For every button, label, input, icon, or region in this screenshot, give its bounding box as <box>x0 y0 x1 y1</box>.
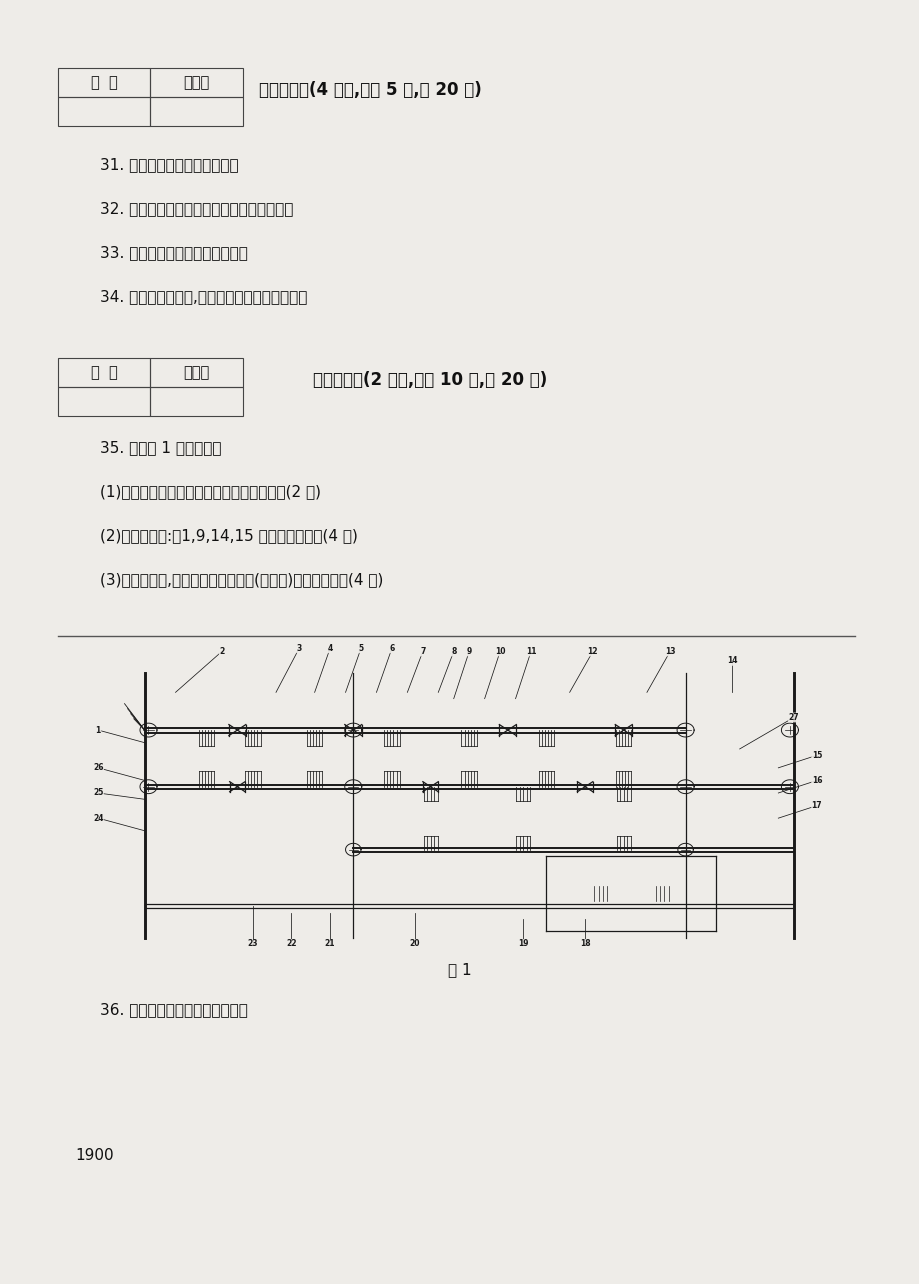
Text: 32. 自动变速器的液力变矩器的功用是什么？: 32. 自动变速器的液力变矩器的功用是什么？ <box>100 202 293 217</box>
Text: 35. 根据图 1 回答问题：: 35. 根据图 1 回答问题： <box>100 440 221 456</box>
Text: 33. 驱动桥的组成和功用是什么？: 33. 驱动桥的组成和功用是什么？ <box>100 245 247 261</box>
Text: 15: 15 <box>811 751 822 760</box>
Text: 得  分: 得 分 <box>91 74 118 90</box>
Text: 14: 14 <box>726 656 736 665</box>
Text: 1: 1 <box>96 725 101 734</box>
Text: 3: 3 <box>296 643 301 652</box>
Text: 17: 17 <box>811 801 822 810</box>
Text: 7: 7 <box>420 647 425 656</box>
Bar <box>151 68 243 98</box>
Text: 4: 4 <box>327 643 333 652</box>
Text: 27: 27 <box>788 713 799 722</box>
Text: 23: 23 <box>247 940 258 949</box>
Text: 8: 8 <box>450 647 456 656</box>
Text: 11: 11 <box>525 647 536 656</box>
Text: 18: 18 <box>579 940 590 949</box>
Bar <box>151 358 243 386</box>
Text: 2: 2 <box>219 647 224 656</box>
Text: 9: 9 <box>466 647 471 656</box>
Text: 评卷人: 评卷人 <box>184 74 210 90</box>
Text: (3)用零件代号,按传动顺序写出五档(直接挡)的传动路线。(4 分): (3)用零件代号,按传动顺序写出五档(直接挡)的传动路线。(4 分) <box>100 573 383 588</box>
Text: 19: 19 <box>517 940 528 949</box>
Text: 五、论述题(2 小题,每题 10 分,共 20 分): 五、论述题(2 小题,每题 10 分,共 20 分) <box>312 371 547 389</box>
Text: 12: 12 <box>587 647 597 656</box>
Text: 13: 13 <box>664 647 675 656</box>
Text: 10: 10 <box>494 647 505 656</box>
Text: 36. 汽车行驶跑偏的原因是什么？: 36. 汽车行驶跑偏的原因是什么？ <box>100 1003 247 1017</box>
Bar <box>151 386 243 416</box>
Text: 5: 5 <box>358 643 363 652</box>
Text: 1900: 1900 <box>75 1148 114 1162</box>
Bar <box>151 98 243 126</box>
Text: 评卷人: 评卷人 <box>184 365 210 380</box>
Bar <box>58 386 151 416</box>
Text: 24: 24 <box>93 814 104 823</box>
Text: 31. 汽车离合器的功用是什么？: 31. 汽车离合器的功用是什么？ <box>100 158 238 172</box>
Text: 25: 25 <box>93 788 103 797</box>
Text: 21: 21 <box>324 940 335 949</box>
Text: 四、简答题(4 小题,每题 5 分,共 20 分): 四、简答题(4 小题,每题 5 分,共 20 分) <box>258 81 481 99</box>
Text: 6: 6 <box>389 643 394 652</box>
Text: 22: 22 <box>286 940 297 949</box>
Text: 图 1: 图 1 <box>448 963 471 977</box>
Text: 得  分: 得 分 <box>91 365 118 380</box>
Text: (1)分析该变速器是几轴式？有几个前进档？(2 分): (1)分析该变速器是几轴式？有几个前进档？(2 分) <box>100 484 321 499</box>
Text: 20: 20 <box>409 940 420 949</box>
Bar <box>58 98 151 126</box>
Text: 26: 26 <box>93 763 104 773</box>
Bar <box>58 358 151 386</box>
Text: 16: 16 <box>811 776 822 785</box>
Text: (2)写出代号为:【1,9,14,15 】的零件名称。(4 分): (2)写出代号为:【1,9,14,15 】的零件名称。(4 分) <box>100 529 357 543</box>
Text: 34. 相比鼓式制动器,盘式制动器的优点有哪些？: 34. 相比鼓式制动器,盘式制动器的优点有哪些？ <box>100 289 307 304</box>
Bar <box>58 68 151 98</box>
